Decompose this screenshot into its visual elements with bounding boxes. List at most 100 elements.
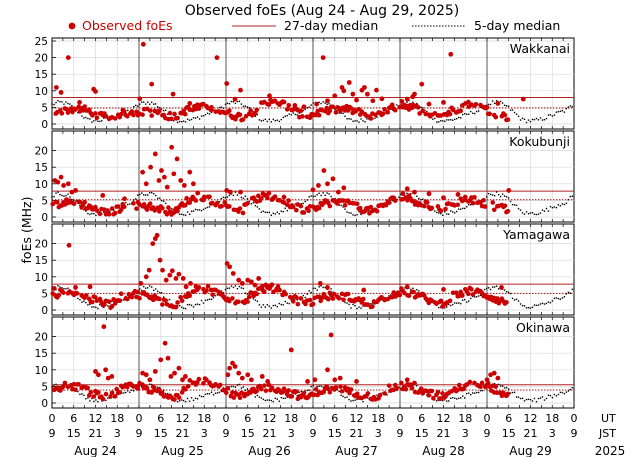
observed-spike [100,193,106,198]
median-5day-point [517,300,520,302]
median-5day-point [294,393,296,395]
median-5day-point [274,397,276,400]
median-5day-point [188,119,191,121]
observed-point [466,99,471,105]
observed-spike [55,179,61,185]
ut-tick-label: 18 [110,412,124,425]
median-5day-point [348,398,350,401]
median-5day-point [350,400,352,402]
observed-point [298,203,304,209]
median-5day-point [61,194,63,197]
median-5day-point [85,210,87,212]
observed-spike [272,98,278,104]
observed-spike [404,96,410,102]
median-5day-point [154,103,157,105]
observed-point [173,304,179,310]
median-5day-point [535,213,538,216]
median-5day-point [188,303,191,306]
median-5day-point [129,391,131,393]
observed-point [175,115,180,121]
median-5day-point [226,287,229,289]
observed-point [426,393,432,398]
median-5day-point [541,302,544,305]
median-5day-point [145,103,147,105]
median-5day-point [442,214,444,216]
median-5day-point [501,385,504,387]
observed-spike [61,183,66,188]
observed-point [62,380,68,386]
median-5day-point [547,210,550,212]
median-5day-point [462,299,464,301]
median-5day-point [216,392,219,394]
median-5day-point [571,387,574,389]
observed-point [246,294,252,300]
observed-point [106,299,112,304]
legend-27day-label: 27-day median [284,18,378,33]
median-5day-point [442,120,444,122]
median-5day-point [276,119,278,121]
observed-point [196,285,202,290]
median-5day-point [190,210,193,212]
median-5day-point [232,194,235,197]
median-5day-point [260,306,263,308]
observed-spike [325,285,330,290]
median-5day-point [244,292,247,294]
median-5day-point [501,102,504,104]
observed-point [333,385,339,390]
median-5day-point [511,109,514,111]
median-5day-point [254,396,257,398]
median-5day-point [356,213,358,216]
observed-point [220,387,226,393]
median-5day-point [495,100,498,102]
median-5day-point [448,400,450,402]
median-5day-point [162,109,165,112]
observed-point [481,197,486,203]
median-5day-point [446,306,448,308]
median-5day-point [141,101,143,103]
median-5day-point [410,192,412,195]
median-5day-point [352,120,354,123]
median-5day-point [264,306,267,308]
median-5day-point [127,109,129,112]
median-5day-point [521,212,524,214]
observed-spike [138,281,144,286]
median-5day-point [519,303,522,305]
observed-point [129,294,135,300]
x-axis: 0 6 12 18 0 6 12 18 0 6 12 18 0 6 12 18 0 6 12 18 0 6 12 18 0 9 15… [49,412,626,457]
observed-point [205,284,211,289]
median-5day-point [55,192,57,194]
observed-point [240,210,246,216]
median-5day-point [125,201,127,204]
observed-point [134,206,139,211]
median-5day-point [135,104,137,107]
observed-spike [320,55,326,60]
median-5day-point [220,197,223,200]
median-5day-point [186,118,189,120]
median-5day-point [529,399,532,401]
median-5day-point [222,107,225,109]
observed-spike [341,185,347,191]
median-5day-point [462,207,464,210]
median-5day-point [320,285,322,287]
observed-point [254,107,260,113]
median-5day-point [464,397,466,399]
median-5day-point [93,400,95,403]
jst-tick-label: 21 [437,427,451,440]
median-5day-point [236,384,239,386]
median-5day-point [298,112,300,114]
median-5day-point [390,294,392,296]
observed-spike [281,194,287,200]
median-5day-point [322,101,324,103]
median-5day-point [214,392,217,394]
median-5day-point [416,195,418,197]
median-5day-point [306,389,308,392]
y-tick-label: 15 [35,348,48,360]
median-5day-point [278,120,280,123]
median-5day-point [469,297,472,300]
observed-point [118,207,124,213]
observed-spike [232,96,238,102]
day-label: Aug 28 [422,444,465,457]
median-5day-point [454,118,456,121]
median-5day-point [440,120,442,122]
observed-spike [188,281,193,286]
